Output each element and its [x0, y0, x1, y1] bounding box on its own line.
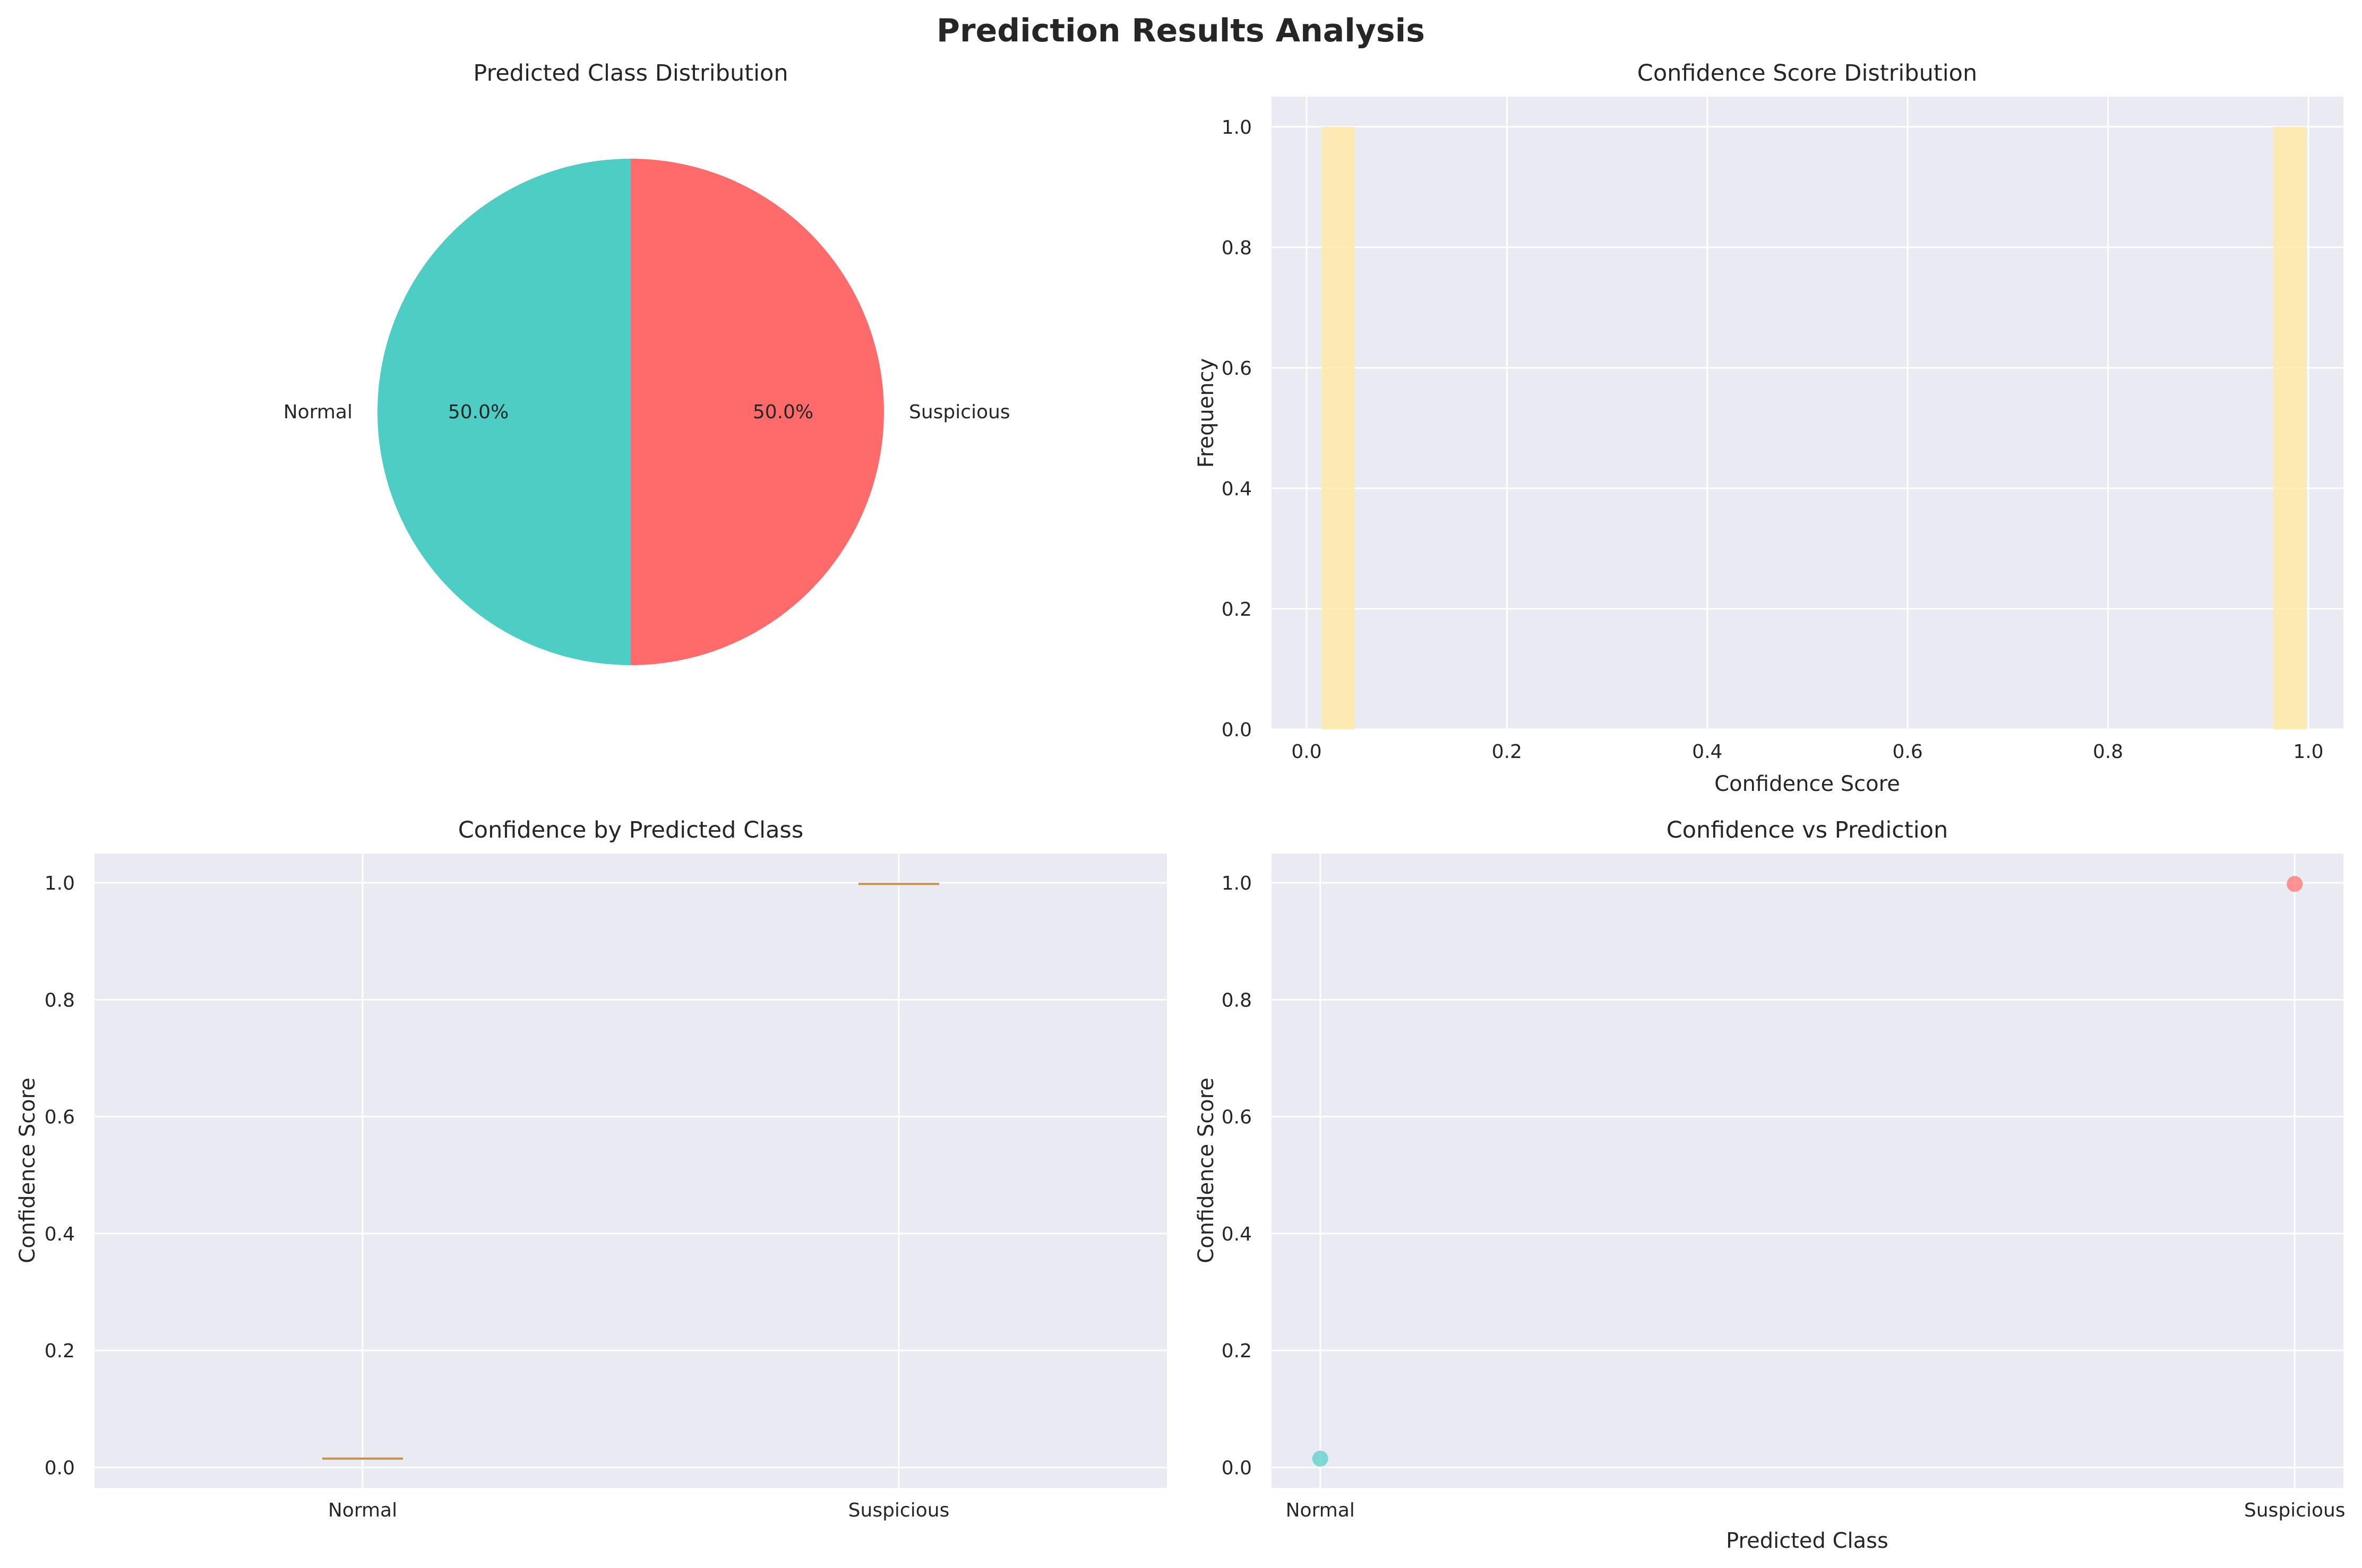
histogram-x-tick-label: 0.6: [1893, 741, 1923, 763]
pie-chart-panel: Predicted Class Distribution Suspicious …: [284, 60, 1010, 665]
scatter-x-ticks: Normal Suspicious: [1286, 1500, 2346, 1521]
boxplot-plot-area: [95, 854, 1167, 1488]
scatter-y-ticks: 0.0 0.2 0.4 0.6 0.8 1.0: [1222, 873, 1252, 1479]
histogram-panel: Confidence Score Distribution 0.0 0.2 0.4 0…: [1194, 60, 2343, 796]
boxplot-panel: Confidence by Predicted Class Normal Susp…: [15, 817, 1167, 1521]
scatter-y-tick-label: 1.0: [1222, 873, 1252, 894]
scatter-title: Confidence vs Prediction: [1667, 817, 1948, 843]
scatter-x-tick-label: Normal: [1286, 1500, 1355, 1521]
scatter-y-tick-label: 0.8: [1222, 989, 1252, 1011]
boxplot-title: Confidence by Predicted Class: [458, 817, 804, 843]
boxplot-y-tick-label: 0.0: [45, 1457, 75, 1479]
boxplot-y-tick-label: 1.0: [45, 873, 75, 894]
histogram-title: Confidence Score Distribution: [1637, 60, 1977, 87]
scatter-y-label: Confidence Score: [1194, 1078, 1218, 1263]
scatter-panel: Confidence vs Prediction Normal Suspiciou…: [1194, 817, 2346, 1553]
scatter-plot-area: [1272, 854, 2343, 1488]
boxplot-x-ticks: Normal Suspicious: [328, 1500, 949, 1521]
histogram-x-label: Confidence Score: [1714, 772, 1900, 796]
scatter-y-tick-label: 0.2: [1222, 1340, 1252, 1362]
scatter-x-tick-label: Suspicious: [2244, 1500, 2346, 1521]
boxplot-y-tick-label: 0.2: [45, 1340, 75, 1362]
pie-slices: [377, 159, 884, 665]
scatter-points: [1312, 876, 2303, 1467]
histogram-bar: [1321, 126, 1355, 729]
histogram-y-tick-label: 0.4: [1222, 478, 1252, 500]
boxplot-y-tick-label: 0.4: [45, 1224, 75, 1245]
pie-slice-suspicious: [631, 159, 884, 665]
histogram-y-label: Frequency: [1194, 358, 1218, 468]
boxplot-y-ticks: 0.0 0.2 0.4 0.6 0.8 1.0: [45, 873, 75, 1479]
pie-label-suspicious: Suspicious: [909, 401, 1010, 423]
histogram-y-tick-label: 0.0: [1222, 719, 1252, 741]
histogram-x-ticks: 0.0 0.2 0.4 0.6 0.8 1.0: [1291, 741, 2323, 763]
scatter-point-suspicious: [2287, 876, 2303, 892]
boxplot-medians: [322, 883, 939, 1460]
histogram-x-tick-label: 0.4: [1692, 741, 1722, 763]
histogram-x-tick-label: 0.8: [2093, 741, 2123, 763]
scatter-gridlines: [1272, 854, 2343, 1488]
histogram-x-tick-label: 1.0: [2293, 741, 2323, 763]
pie-slice-normal: [377, 159, 631, 665]
scatter-y-tick-label: 0.0: [1222, 1457, 1252, 1479]
boxplot-x-tick-label: Normal: [328, 1500, 397, 1521]
histogram-y-tick-label: 0.8: [1222, 237, 1252, 259]
histogram-y-tick-label: 0.2: [1222, 599, 1252, 621]
scatter-y-tick-label: 0.6: [1222, 1107, 1252, 1128]
histogram-bar: [2273, 126, 2307, 729]
scatter-x-label: Predicted Class: [1726, 1529, 1888, 1553]
pie-pct-suspicious: 50.0%: [753, 401, 813, 423]
pie-pct-normal: 50.0%: [448, 401, 509, 423]
scatter-y-tick-label: 0.4: [1222, 1224, 1252, 1245]
histogram-bars: [1321, 126, 2307, 729]
histogram-y-tick-label: 0.6: [1222, 358, 1252, 380]
boxplot-y-tick-label: 0.8: [45, 989, 75, 1011]
histogram-y-ticks: 0.0 0.2 0.4 0.6 0.8 1.0: [1222, 117, 1252, 741]
histogram-y-tick-label: 1.0: [1222, 117, 1252, 139]
boxplot-x-tick-label: Suspicious: [848, 1500, 950, 1521]
pie-chart-title: Predicted Class Distribution: [473, 60, 788, 87]
histogram-x-tick-label: 0.0: [1291, 741, 1321, 763]
histogram-gridlines: [1272, 97, 2343, 730]
histogram-x-tick-label: 0.2: [1492, 741, 1522, 763]
figure-title: Prediction Results Analysis: [937, 12, 1425, 49]
boxplot-y-tick-label: 0.6: [45, 1107, 75, 1128]
boxplot-y-label: Confidence Score: [15, 1078, 40, 1263]
scatter-point-normal: [1312, 1450, 1328, 1467]
pie-label-normal: Normal: [284, 401, 353, 423]
boxplot-gridlines: [95, 854, 1167, 1488]
histogram-plot-area: [1272, 97, 2343, 729]
